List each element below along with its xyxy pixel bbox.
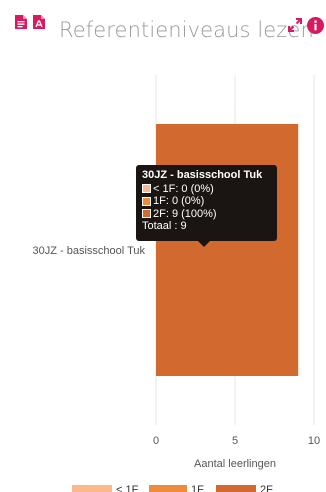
category-label: 30JZ - basisschool Tuk bbox=[33, 245, 146, 257]
legend-swatch bbox=[149, 485, 187, 492]
chart-tooltip: 30JZ - basisschool Tuk < 1F: 0 (0%) 1F: … bbox=[136, 165, 277, 247]
legend-swatch bbox=[72, 485, 112, 492]
tooltip-swatch bbox=[142, 196, 151, 206]
bar-segment bbox=[156, 124, 299, 376]
x-tick-label: 5 bbox=[232, 435, 238, 447]
tooltip-row-lt1f: < 1F: 0 (0%) bbox=[142, 183, 271, 196]
x-axis-title: Aantal leerlingen bbox=[194, 458, 276, 470]
tooltip-swatch bbox=[142, 209, 151, 219]
widget-header: Referentieniveaus lezen bbox=[0, 0, 326, 50]
tooltip-row-1f: 1F: 0 (0%) bbox=[142, 195, 271, 208]
tooltip-title: 30JZ - basisschool Tuk bbox=[142, 169, 263, 181]
legend-item: 2F bbox=[260, 484, 273, 492]
tooltip-total: Totaal : 9 bbox=[142, 220, 187, 232]
tooltip-row-text: 2F: 9 (100%) bbox=[153, 207, 217, 220]
bar-chart: 30JZ - basisschool Tuk 0 5 10 Aantal leerlin… bbox=[33, 75, 320, 492]
widget-title: Referentieniveaus lezen bbox=[59, 18, 314, 42]
tooltip-swatch bbox=[142, 184, 151, 194]
x-tick-label: 10 bbox=[308, 435, 320, 447]
file-pdf-icon[interactable] bbox=[31, 14, 47, 30]
tooltip-row-text: 1F: 0 (0%) bbox=[153, 195, 205, 207]
file-list-icon[interactable] bbox=[13, 14, 29, 30]
legend-item: 1F bbox=[191, 484, 204, 492]
legend-item: < 1F bbox=[116, 484, 139, 492]
legend-swatch bbox=[216, 485, 256, 492]
x-tick-label: 0 bbox=[153, 435, 159, 447]
tooltip-row-2f: 2F: 9 (100%) bbox=[142, 208, 271, 221]
tooltip-row-text: < 1F: 0 (0%) bbox=[153, 182, 214, 195]
expand-icon[interactable] bbox=[288, 18, 302, 32]
info-icon[interactable] bbox=[307, 17, 324, 34]
